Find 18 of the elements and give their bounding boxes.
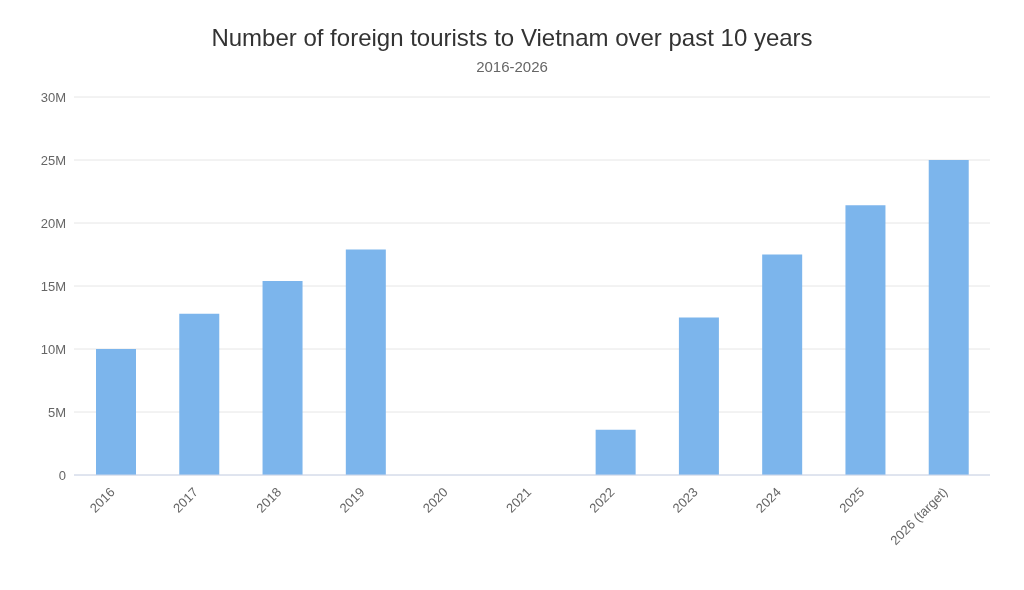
- chart-subtitle: 2016-2026: [475, 58, 549, 75]
- bar: [345, 249, 386, 475]
- y-tick-label: 30M: [40, 89, 66, 105]
- y-tick-label: 10M: [40, 341, 66, 357]
- chart-title: Number of foreign tourists to Vietnam over past 10 years: [210, 23, 814, 52]
- bar: [179, 313, 220, 475]
- bar: [595, 429, 636, 475]
- bar: [262, 280, 303, 475]
- y-tick-label: 20M: [40, 215, 66, 231]
- y-tick-label: 0: [58, 467, 66, 483]
- bar: [928, 160, 969, 475]
- y-tick-label: 25M: [40, 152, 66, 168]
- bar: [762, 254, 803, 475]
- y-tick-label: 5M: [47, 404, 66, 420]
- bar: [845, 205, 886, 475]
- bar: [96, 349, 136, 475]
- bar: [678, 317, 719, 475]
- y-tick-label: 15M: [40, 278, 66, 294]
